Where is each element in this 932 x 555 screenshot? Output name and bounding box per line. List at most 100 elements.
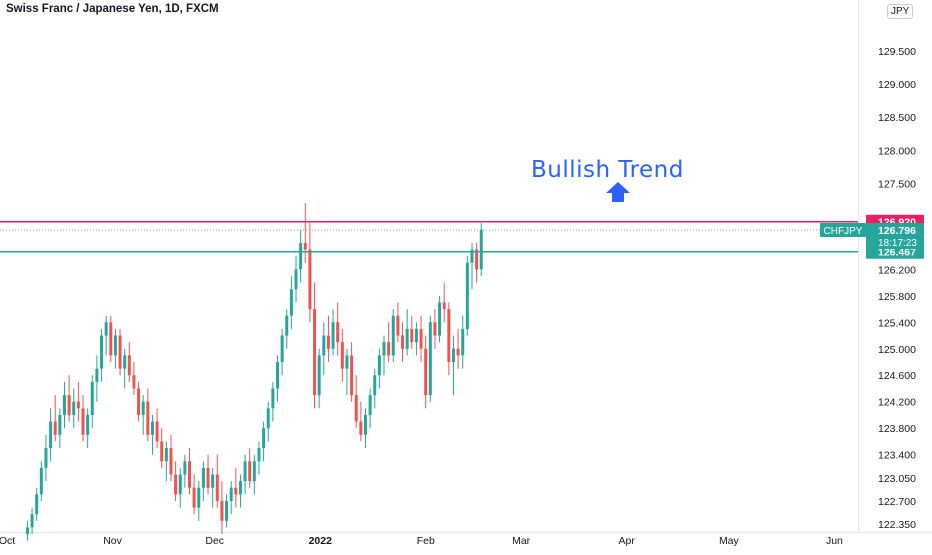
x-tick-label: 2022 bbox=[309, 535, 333, 547]
x-tick-label: Apr bbox=[619, 535, 636, 547]
candle-body bbox=[285, 315, 289, 336]
candle-body bbox=[146, 401, 150, 435]
bullish-trend-annotation: Bullish Trend bbox=[531, 157, 684, 183]
candle-body bbox=[225, 500, 229, 521]
candle-body bbox=[382, 342, 386, 356]
candle-body bbox=[414, 328, 418, 343]
candle-body bbox=[62, 395, 66, 415]
candle-body bbox=[220, 500, 224, 521]
candle-body bbox=[271, 388, 275, 409]
candle-body bbox=[169, 448, 173, 475]
candle-body bbox=[410, 328, 414, 343]
candle-body bbox=[303, 242, 307, 250]
candle-body bbox=[95, 368, 99, 382]
y-tick-label: 128.500 bbox=[878, 112, 916, 124]
candle-body bbox=[90, 381, 94, 415]
y-tick-label: 123.050 bbox=[878, 473, 916, 485]
candle-body bbox=[442, 302, 446, 310]
candle-body bbox=[206, 467, 210, 488]
candle-body bbox=[155, 421, 159, 442]
candle-body bbox=[294, 269, 298, 290]
y-tick-label: 123.800 bbox=[878, 423, 916, 435]
candle-body bbox=[401, 335, 405, 349]
x-tick-label: Feb bbox=[417, 535, 435, 547]
candle-body bbox=[340, 342, 344, 369]
candle-body bbox=[248, 461, 252, 482]
candle-body bbox=[243, 461, 247, 482]
candle-body bbox=[238, 481, 242, 495]
y-tick-label: 128.000 bbox=[878, 145, 916, 157]
candle-body bbox=[104, 322, 108, 336]
candle-body bbox=[331, 322, 335, 349]
up-arrow-icon bbox=[606, 182, 630, 202]
x-tick-label: May bbox=[719, 535, 740, 547]
symbol-tag-bg bbox=[820, 222, 866, 237]
candle-body bbox=[100, 335, 104, 369]
candle-body bbox=[44, 448, 48, 468]
candle-body bbox=[451, 348, 455, 363]
candle-body bbox=[275, 362, 279, 389]
candle-body bbox=[76, 401, 80, 409]
x-tick-label: Nov bbox=[103, 535, 122, 547]
y-tick-label: 122.350 bbox=[878, 519, 916, 531]
candle-body bbox=[211, 474, 215, 488]
candle-body bbox=[201, 467, 205, 488]
candle-body bbox=[313, 309, 317, 396]
candle-body bbox=[359, 421, 363, 435]
candle-body bbox=[377, 355, 381, 376]
candle-body bbox=[438, 302, 442, 336]
candle-body bbox=[289, 289, 293, 316]
candle-body bbox=[391, 315, 395, 356]
y-tick-label: 125.800 bbox=[878, 291, 916, 303]
candle-body bbox=[354, 395, 358, 422]
candle-body bbox=[174, 474, 178, 495]
candle-body bbox=[150, 421, 154, 435]
y-tick-label: 122.700 bbox=[878, 496, 916, 508]
candle-body bbox=[234, 487, 238, 495]
candle-body bbox=[183, 461, 187, 475]
x-tick-label: Dec bbox=[205, 535, 224, 547]
symbol-tag: CHFJPY bbox=[824, 226, 863, 237]
y-tick-label: 124.600 bbox=[878, 370, 916, 382]
y-tick-label: 124.200 bbox=[878, 397, 916, 409]
candle-body bbox=[470, 249, 474, 263]
candle-body bbox=[127, 355, 131, 376]
candle-body bbox=[475, 249, 479, 270]
candle-body bbox=[433, 322, 437, 336]
y-tick-label: 125.000 bbox=[878, 344, 916, 356]
y-tick-label: 123.400 bbox=[878, 450, 916, 462]
candle-body bbox=[25, 527, 29, 535]
candle-body bbox=[81, 408, 85, 435]
countdown-label: 18:17:23 bbox=[878, 238, 917, 249]
y-tick-label: 129.000 bbox=[878, 79, 916, 91]
candle-body bbox=[188, 461, 192, 488]
candle-body bbox=[447, 309, 451, 363]
y-tick-label: 129.500 bbox=[878, 46, 916, 58]
candle-body bbox=[160, 441, 164, 462]
candle-body bbox=[308, 249, 312, 310]
candle-body bbox=[266, 408, 270, 429]
candle-body bbox=[141, 401, 145, 415]
y-tick-label: 127.500 bbox=[878, 178, 916, 190]
candle-body bbox=[322, 335, 326, 356]
candle-body bbox=[35, 494, 39, 515]
candle-body bbox=[192, 487, 196, 508]
candle-body bbox=[479, 229, 483, 270]
last-price-badge-bg bbox=[866, 222, 924, 249]
candle-body bbox=[215, 474, 219, 501]
candle-body bbox=[373, 375, 377, 396]
candle-body bbox=[280, 335, 284, 363]
currency-badge[interactable]: JPY bbox=[887, 4, 914, 19]
candle-body bbox=[30, 514, 34, 528]
candle-body bbox=[164, 448, 168, 462]
candle-body bbox=[58, 414, 62, 435]
candle-body bbox=[197, 487, 201, 508]
candle-body bbox=[465, 262, 469, 329]
candle-body bbox=[178, 474, 182, 495]
price-axis-panel bbox=[858, 0, 932, 550]
support-label: 126.467 bbox=[878, 247, 916, 259]
candle-body bbox=[345, 355, 349, 369]
candle-body bbox=[363, 414, 367, 435]
